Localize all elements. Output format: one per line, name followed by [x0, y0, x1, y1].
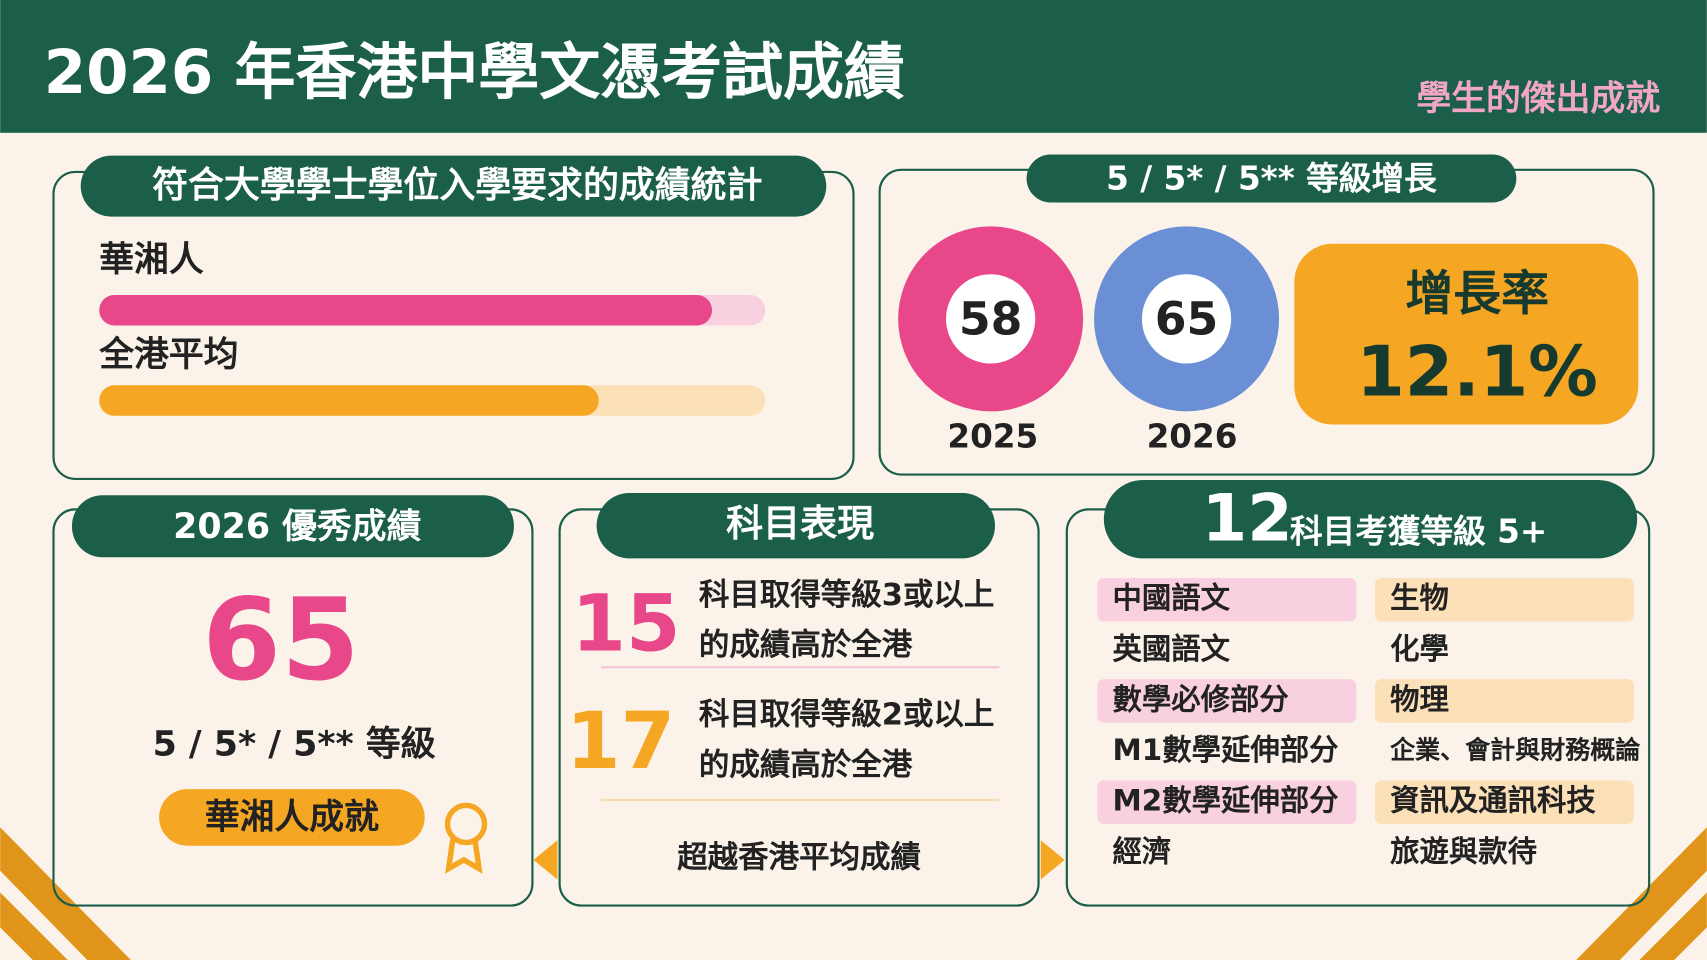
bar-label: 華湘人: [99, 240, 204, 280]
header-bar: [0, 0, 1707, 133]
panel-header: [1103, 480, 1638, 559]
panel-header: [80, 155, 827, 217]
subject-highlight: [1374, 577, 1634, 622]
year-label: 2025: [947, 418, 1038, 456]
donut: [1094, 226, 1280, 412]
subject-name: M1數學延伸部分: [1113, 733, 1340, 767]
grade-label: 5 / 5* / 5** 等級: [153, 725, 436, 765]
panel-header: [1026, 154, 1517, 203]
badge-label: 華湘人成就: [205, 798, 379, 838]
subject-name: M2數學延伸部分: [1113, 784, 1340, 818]
subject-highlight: [1097, 679, 1357, 723]
big-number: 17: [566, 696, 675, 787]
donut-value: 58: [959, 293, 1023, 346]
panel-title: 符合大學學士學位入學要求的成績統計: [152, 165, 762, 206]
subject-name: 化學: [1390, 632, 1449, 666]
big-number: 65: [202, 574, 360, 706]
panel-footer: 超越香港平均成績: [677, 840, 921, 875]
arrow: [1040, 840, 1065, 880]
rate-value: 12.1%: [1356, 332, 1598, 413]
panel-title: 科目考獲等級 5+: [1290, 512, 1547, 550]
subject-name: 旅遊與款待: [1390, 834, 1537, 868]
title: 2026 年香港中學文憑考試成績: [44, 37, 905, 108]
subject-name: 英國語文: [1113, 632, 1231, 666]
panel-header: [72, 495, 514, 558]
subject-highlight: [1374, 780, 1634, 824]
year-label: 2026: [1147, 418, 1238, 456]
medal-icon: [444, 802, 488, 874]
item-text: 科目取得等級2或以上: [699, 697, 994, 733]
donut-value: 65: [1155, 293, 1219, 346]
bar: [99, 385, 599, 416]
item-text: 的成績高於全港: [699, 747, 913, 783]
corner-stripe: [1639, 892, 1707, 960]
subject-name: 中國語文: [1113, 581, 1231, 615]
subject-name: 資訊及通訊科技: [1390, 784, 1596, 818]
subject-name: 物理: [1390, 682, 1449, 716]
rate-label: 增長率: [1405, 267, 1549, 322]
arrow: [533, 840, 558, 880]
corner-stripe: [0, 827, 131, 960]
subject-name: 數學必修部分: [1113, 682, 1290, 716]
rate-box: [1294, 243, 1639, 425]
panel-title: 科目表現: [726, 502, 874, 545]
bar: [99, 294, 713, 326]
bar-label: 全港平均: [98, 334, 238, 375]
corner-stripe: [0, 892, 68, 960]
item-text: 科目取得等級3或以上: [699, 577, 994, 613]
badge: [159, 789, 425, 846]
subject-name: 企業、會計與財務概論: [1390, 736, 1641, 765]
subject-name: 經濟: [1113, 834, 1172, 868]
header-number: 12: [1202, 481, 1293, 557]
item-text: 的成績高於全港: [699, 627, 913, 663]
panel-title: 5 / 5* / 5** 等級增長: [1106, 160, 1437, 198]
panel-title: 2026 優秀成績: [173, 507, 421, 547]
subject-name: 生物: [1390, 581, 1449, 615]
subject-highlight: [1097, 577, 1357, 622]
panel-header: [596, 493, 995, 559]
subtitle: 學生的傑出成就: [1416, 79, 1660, 119]
subject-highlight: [1374, 679, 1634, 723]
corner-stripe: [1576, 827, 1707, 960]
big-number: 15: [571, 579, 680, 670]
subject-highlight: [1097, 780, 1357, 824]
donut: [898, 226, 1084, 412]
